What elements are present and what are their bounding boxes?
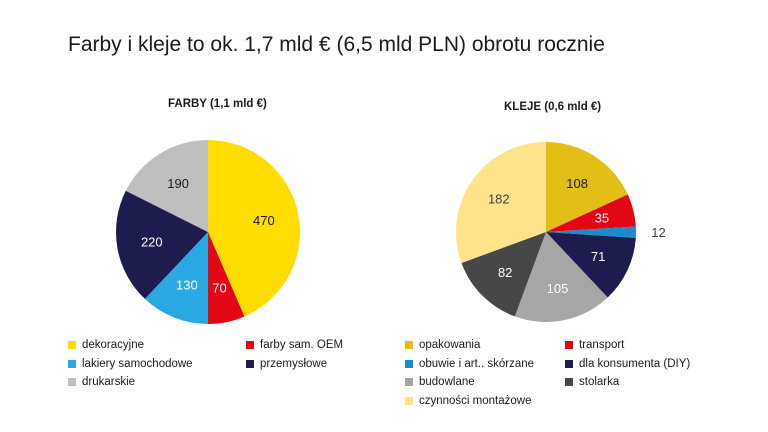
farby-slice-label-0: 470 — [253, 213, 275, 228]
kleje-slice-3 — [546, 232, 636, 298]
kleje-slice-5 — [461, 232, 546, 317]
kleje-slice-label-5: 82 — [498, 265, 512, 280]
legend-label: dekoracyjne — [82, 339, 145, 351]
legend-swatch — [565, 378, 573, 386]
farby-slice-4 — [125, 140, 208, 232]
kleje-slice-label-1: 35 — [595, 211, 609, 226]
legend-label: dla konsumenta (DIY) — [579, 357, 691, 370]
legend-label: stolarka — [579, 376, 620, 388]
legend-swatch — [68, 359, 76, 368]
farby-slice-label-3: 220 — [141, 234, 163, 249]
legend-label: czynności montażowe — [419, 394, 532, 407]
farby-slice-label-4: 190 — [167, 176, 189, 191]
farby-slice-1 — [208, 232, 245, 324]
legend-swatch — [565, 341, 573, 349]
legend-swatch — [405, 359, 413, 368]
legend-swatch — [68, 341, 76, 349]
legend-swatch — [405, 341, 413, 349]
kleje-slice-0 — [546, 142, 628, 232]
kleje-legend: opakowania transport obuwie i art.. skórza… — [405, 338, 745, 418]
legend-swatch — [68, 378, 76, 386]
kleje-slice-label-0: 108 — [566, 176, 588, 191]
legend-swatch — [246, 341, 254, 349]
kleje-slice-2 — [546, 226, 636, 238]
kleje-slice-1 — [546, 194, 636, 232]
farby-slice-label-2: 130 — [176, 278, 198, 293]
kleje-slice-label-2: 12 — [651, 225, 665, 240]
legend-label: opakowania — [419, 339, 481, 351]
legend-label: budowlane — [419, 376, 475, 388]
farby-slice-label-1: 70 — [212, 280, 226, 295]
legend-swatch — [405, 396, 413, 405]
legend-label: transport — [579, 339, 625, 351]
farby-slice-2 — [144, 232, 208, 324]
farby-slice-0 — [208, 140, 301, 317]
legend-swatch — [405, 378, 413, 386]
legend-label: obuwie i art.. skórzane — [419, 357, 535, 370]
kleje-slice-4 — [514, 232, 608, 323]
kleje-slice-label-4: 105 — [547, 281, 569, 296]
farby-legend: dekoracyjne farby sam. OEM lakiery samocho… — [68, 338, 408, 418]
legend-label: przemysłowe — [260, 357, 328, 370]
kleje-slice-6 — [455, 142, 546, 263]
slide-title: Farby i kleje to ok. 1,7 mld € (6,5 mld … — [68, 33, 605, 56]
farby-slice-3 — [116, 190, 208, 299]
legend-swatch — [246, 359, 254, 368]
farby-chart-title: FARBY (1,1 mld €) — [168, 98, 267, 110]
kleje-slice-label-3: 71 — [591, 249, 605, 264]
kleje-chart-title: KLEJE (0,6 mld €) — [504, 101, 602, 113]
legend-label: farby sam. OEM — [260, 339, 344, 351]
legend-swatch — [565, 359, 573, 368]
legend-label: lakiery samochodowe — [82, 357, 193, 370]
legend-label: drukarskie — [82, 376, 136, 388]
kleje-slice-label-6: 182 — [488, 192, 510, 207]
